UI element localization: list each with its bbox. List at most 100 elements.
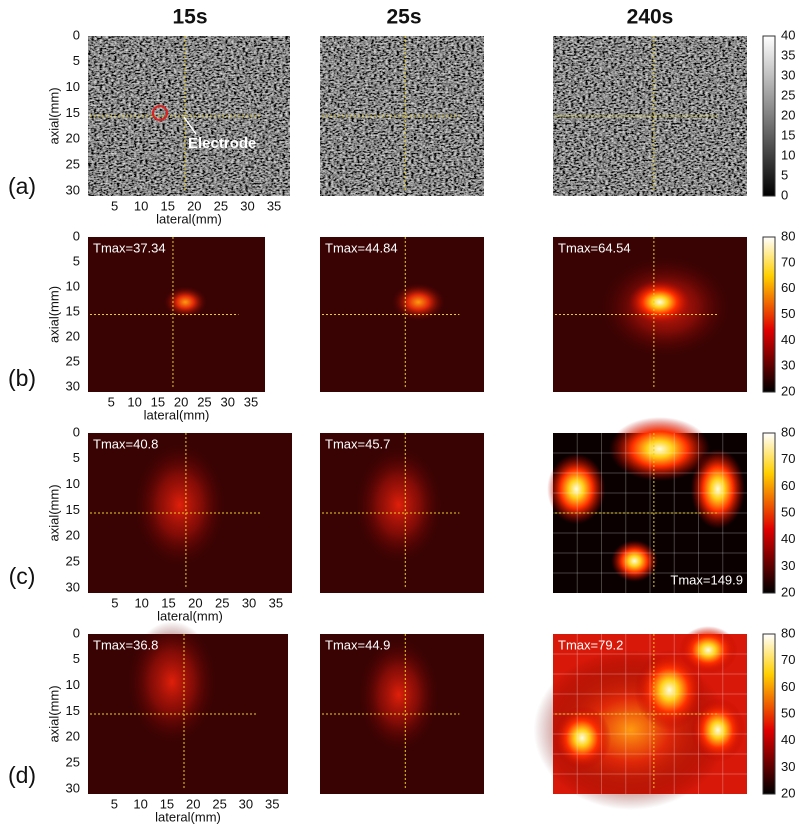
y-tick-label: 10 <box>66 79 80 94</box>
colorbar-tick-label: 70 <box>781 652 795 667</box>
colorbar-tick-label: 40 <box>781 332 795 347</box>
row-label: (b) <box>8 365 36 391</box>
colorbar-tick-label: 20 <box>781 584 795 599</box>
y-tick-label: 15 <box>66 703 80 718</box>
x-tick-label: 35 <box>269 595 283 610</box>
tmax-label: Tmax=149.9 <box>670 572 743 587</box>
speckle <box>88 36 290 196</box>
y-tick-label: 10 <box>66 476 80 491</box>
x-tick-label: 25 <box>212 796 226 811</box>
colorbar <box>762 35 776 197</box>
row-label: (a) <box>8 173 36 199</box>
colorbar-tick-label: 20 <box>781 785 795 800</box>
y-tick-label: 30 <box>66 182 80 197</box>
y-tick-label: 20 <box>66 729 80 744</box>
colorbar-tick-label: 80 <box>781 424 795 439</box>
tmax-label: Tmax=36.8 <box>93 637 158 652</box>
x-tick-label: 10 <box>133 796 147 811</box>
colorbar-tick-label: 10 <box>781 147 795 162</box>
y-tick-label: 25 <box>66 553 80 568</box>
y-tick-label: 0 <box>73 27 80 42</box>
heat-spot <box>134 444 225 566</box>
x-tick-label: 30 <box>240 198 254 213</box>
y-tick-label: 5 <box>73 450 80 465</box>
y-tick-label: 0 <box>73 625 80 640</box>
x-tick-label: 20 <box>187 198 201 213</box>
y-tick-label: 25 <box>66 156 80 171</box>
x-tick-label: 35 <box>244 394 258 409</box>
speckle <box>553 36 747 196</box>
x-tick-label: 5 <box>111 198 118 213</box>
colorbar-tick-label: 80 <box>781 625 795 640</box>
y-tick-label: 15 <box>66 303 80 318</box>
heat-spot <box>634 650 705 730</box>
y-tick-label: 5 <box>73 651 80 666</box>
y-tick-label: 10 <box>66 677 80 692</box>
colorbar-tick-label: 70 <box>781 451 795 466</box>
colorbar-tick-label: 5 <box>781 167 788 182</box>
x-tick-label: 20 <box>174 394 188 409</box>
y-tick-label: 30 <box>66 579 80 594</box>
x-tick-label: 30 <box>239 796 253 811</box>
x-tick-label: 5 <box>108 394 115 409</box>
colorbar-tick-label: 30 <box>781 759 795 774</box>
heat-spot <box>690 449 746 529</box>
colorbar-tick-label: 80 <box>781 228 795 243</box>
colorbar-tick-label: 50 <box>781 306 795 321</box>
tmax-label: Tmax=40.8 <box>93 436 158 451</box>
x-tick-label: 15 <box>161 198 175 213</box>
x-tick-label: 10 <box>127 394 141 409</box>
x-tick-label: 15 <box>151 394 165 409</box>
tmax-label: Tmax=79.2 <box>558 637 623 652</box>
colorbar-tick-label: 40 <box>781 27 795 42</box>
colorbar-tick-label: 30 <box>781 358 795 373</box>
y-tick-label: 20 <box>66 131 80 146</box>
colorbar-tick-label: 0 <box>781 187 788 202</box>
colorbar-tick-label: 35 <box>781 47 795 62</box>
tmax-label: Tmax=45.7 <box>325 436 390 451</box>
colorbar <box>762 432 776 594</box>
x-tick-label: 20 <box>188 595 202 610</box>
x-tick-label: 15 <box>161 595 175 610</box>
y-tick-label: 5 <box>73 53 80 68</box>
x-tick-label: 30 <box>221 394 235 409</box>
colorbar-tick-label: 20 <box>781 107 795 122</box>
y-axis-label: axial(mm) <box>46 685 61 742</box>
colorbar-tick-label: 25 <box>781 87 795 102</box>
column-title: 240s <box>627 6 674 29</box>
colorbar-tick-label: 60 <box>781 679 795 694</box>
x-tick-label: 10 <box>134 198 148 213</box>
y-tick-label: 25 <box>66 754 80 769</box>
y-tick-label: 25 <box>66 353 80 368</box>
x-tick-label: 10 <box>134 595 148 610</box>
x-tick-label: 35 <box>267 198 281 213</box>
heat-spot <box>392 283 445 321</box>
heat-spot <box>359 638 439 751</box>
heat-spot <box>356 447 442 563</box>
x-tick-label: 25 <box>214 198 228 213</box>
colorbar-tick-label: 50 <box>781 705 795 720</box>
x-axis-label: lateral(mm) <box>156 211 222 226</box>
y-tick-label: 15 <box>66 105 80 120</box>
x-tick-label: 35 <box>265 796 279 811</box>
colorbar-tick-label: 40 <box>781 732 795 747</box>
tmax-label: Tmax=44.84 <box>325 240 398 255</box>
tmax-label: Tmax=44.9 <box>325 637 390 652</box>
row-label: (c) <box>9 563 36 589</box>
x-tick-label: 15 <box>160 796 174 811</box>
y-tick-label: 5 <box>73 253 80 268</box>
tmax-label: Tmax=37.34 <box>93 240 166 255</box>
heat-spot <box>164 286 207 318</box>
heat-spot <box>611 540 658 582</box>
y-tick-label: 20 <box>66 528 80 543</box>
heat-spot <box>609 417 711 481</box>
y-tick-label: 20 <box>66 328 80 343</box>
colorbar-tick-label: 70 <box>781 254 795 269</box>
colorbar-tick-label: 60 <box>781 280 795 295</box>
heat-spot <box>679 626 738 674</box>
heat-spot <box>628 280 691 324</box>
y-axis-label: axial(mm) <box>46 484 61 541</box>
y-tick-label: 30 <box>66 378 80 393</box>
heat-spot <box>547 453 606 525</box>
